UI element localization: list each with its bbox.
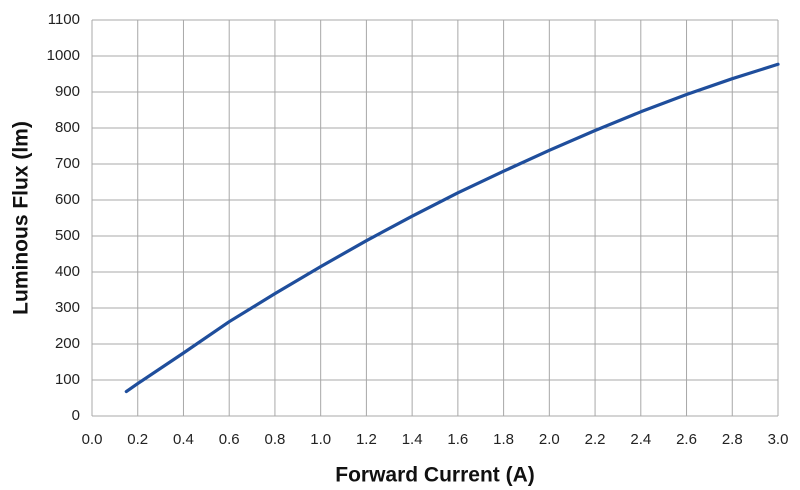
y-tick-label: 200 (55, 335, 80, 352)
y-tick-label: 1000 (47, 47, 80, 64)
x-tick-label: 2.2 (585, 431, 606, 448)
y-tick-label: 300 (55, 299, 80, 316)
x-tick-label: 2.0 (539, 431, 560, 448)
x-tick-label: 1.0 (310, 431, 331, 448)
y-tick-label: 1100 (48, 11, 80, 28)
y-tick-label: 800 (55, 119, 80, 136)
x-tick-label: 0.0 (82, 431, 103, 448)
x-tick-label: 1.2 (356, 431, 377, 448)
y-tick-label: 0 (72, 407, 80, 424)
y-tick-label: 600 (55, 191, 80, 208)
x-tick-label: 2.4 (630, 431, 651, 448)
x-tick-label: 0.2 (127, 431, 148, 448)
y-tick-label: 100 (55, 371, 80, 388)
data-line (124, 62, 780, 394)
x-axis-title: Forward Current (A) (335, 464, 535, 487)
x-tick-label: 1.4 (402, 431, 423, 448)
x-tick-label: 3.0 (768, 431, 789, 448)
x-tick-label: 1.6 (447, 431, 468, 448)
x-tick-label: 0.4 (173, 431, 194, 448)
y-tick-label: 400 (55, 263, 80, 280)
y-tick-label: 500 (55, 227, 80, 244)
x-tick-label: 2.8 (722, 431, 743, 448)
y-tick-label: 700 (55, 155, 80, 172)
y-tick-label: 900 (55, 83, 80, 100)
x-tick-label: 0.6 (219, 431, 240, 448)
y-axis-title: Luminous Flux (lm) (10, 121, 33, 315)
x-tick-label: 0.8 (265, 431, 286, 448)
x-tick-label: 2.6 (676, 431, 697, 448)
x-tick-label: 1.8 (493, 431, 514, 448)
